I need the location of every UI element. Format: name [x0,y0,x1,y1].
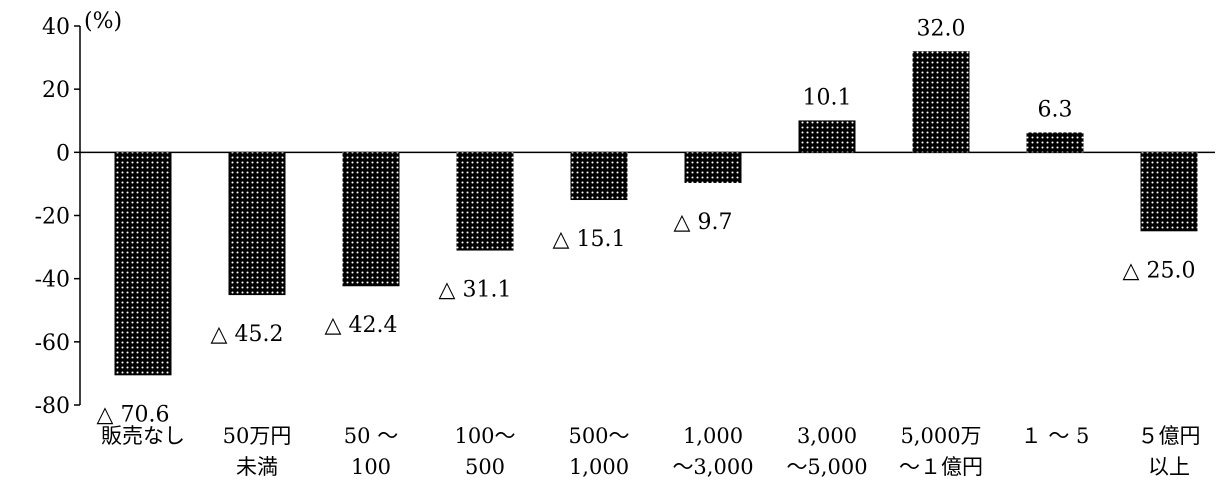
x-tick-label-line2: 以上 [1148,455,1190,479]
x-tick-label: 500～ [568,424,629,448]
x-tick-label-line2: 100 [351,455,391,479]
bar [798,120,856,153]
bar [1140,152,1198,232]
x-tick-label: 3,000 [797,424,857,448]
data-label: △ 45.2 [211,322,284,347]
x-tick-label-line2: ～3,000 [672,455,753,479]
data-label: △ 31.1 [439,278,512,303]
data-label: △ 42.4 [325,313,398,338]
y-tick-label: -20 [35,205,70,230]
bar [1026,132,1084,153]
data-label: △ 15.1 [553,227,626,252]
x-tick-label: ５億円 [1138,424,1201,448]
x-tick-label: 50万円 [223,424,292,448]
data-label: △ 25.0 [1123,258,1196,283]
y-tick-label: 0 [56,141,70,166]
x-tick-label-line2: 1,000 [569,455,629,479]
x-tick-label: 100～ [454,424,515,448]
bar [228,152,286,296]
bar [912,51,970,153]
y-axis-unit-label: (%) [84,9,122,34]
bar [342,152,400,287]
bar [684,152,742,183]
x-tick-label: 5,000万 [900,424,981,448]
data-label: 10.1 [803,85,852,110]
x-tick-label: 販売なし [101,424,185,448]
bar [456,152,514,251]
y-tick-label: 40 [42,15,70,40]
y-tick-label: -80 [35,394,70,419]
x-tick-label-line2: ～１億円 [899,455,983,479]
data-label: 32.0 [917,16,966,41]
x-tick-label: 50 ～ [344,424,398,448]
x-tick-label-line2: 500 [465,455,505,479]
x-tick-label-line2: ～5,000 [786,455,867,479]
x-tick-label: 1,000 [683,424,743,448]
y-tick-label: 20 [42,78,70,103]
y-tick-label: -40 [35,268,70,293]
data-label: △ 9.7 [674,210,733,235]
x-tick-label-line2: 未満 [236,455,278,479]
x-tick-label: １ ～ 5 [1021,424,1090,448]
y-tick-label: -60 [35,331,70,356]
bar [114,152,172,376]
data-label: △ 70.6 [97,402,170,427]
bar [570,152,628,201]
data-label: 6.3 [1038,97,1073,122]
